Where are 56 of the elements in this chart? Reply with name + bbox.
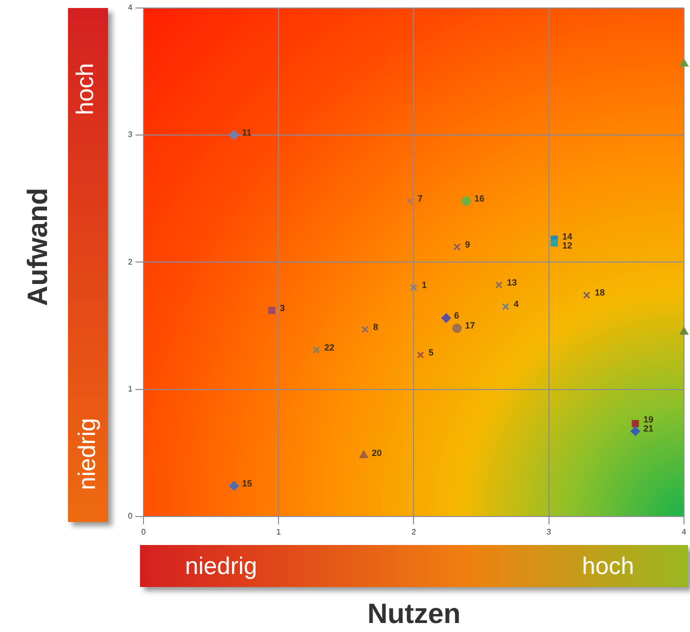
y-tick-label: 1 [128, 384, 133, 394]
annotation: 19 [643, 414, 654, 425]
point [550, 239, 558, 247]
point [441, 313, 451, 323]
text: niedrig [185, 553, 258, 581]
point [462, 196, 472, 206]
annotation: 3 [280, 302, 285, 313]
annotation: 4 [514, 299, 519, 310]
point [268, 306, 276, 314]
annotation: 22 [324, 342, 334, 352]
annotation: 6 [454, 310, 460, 321]
annotation: 9 [464, 239, 470, 250]
annotation: 1 [422, 280, 427, 290]
point [406, 197, 414, 205]
annotation: 15 [242, 478, 252, 488]
point [632, 420, 639, 428]
annotation: 7 [418, 194, 423, 204]
point [630, 426, 640, 436]
x-tick-label: 4 [682, 527, 687, 536]
point [312, 346, 320, 354]
x-tick-label: 3 [546, 527, 552, 536]
y-tick-label: 4 [128, 3, 133, 12]
annotation: 8 [373, 322, 378, 332]
point [680, 327, 688, 335]
annotation: 13 [506, 277, 517, 288]
point [680, 58, 688, 66]
annotation: 5 [428, 347, 434, 358]
annotation: 12 [562, 240, 572, 251]
point [416, 351, 424, 358]
point [583, 292, 590, 299]
point [453, 243, 461, 250]
x-tick-label: 0 [141, 527, 146, 536]
annotation: 16 [474, 194, 484, 204]
y-tick-label: 3 [128, 130, 133, 140]
point [360, 450, 368, 458]
point [361, 326, 369, 334]
annotation: 21 [643, 424, 654, 434]
y-tick-label: 2 [128, 257, 133, 266]
x-axis-title: Nutzen [366, 598, 462, 630]
annotation: 14 [562, 232, 572, 242]
point [229, 130, 239, 140]
point [452, 323, 462, 333]
text: hoch [582, 553, 634, 581]
y-tick-label: 0 [128, 512, 133, 521]
x-tick-label: 1 [276, 527, 282, 536]
point [502, 303, 510, 310]
text: hoch [72, 62, 100, 116]
text: niedrig [74, 418, 102, 490]
x-tick-label: 2 [412, 527, 416, 536]
annotation: 20 [372, 448, 382, 458]
y-axis-title: Aufwand [22, 188, 54, 306]
point [229, 481, 239, 491]
point [410, 284, 418, 292]
annotation: 17 [464, 320, 475, 331]
point [495, 281, 502, 289]
annotation: 18 [594, 288, 605, 298]
